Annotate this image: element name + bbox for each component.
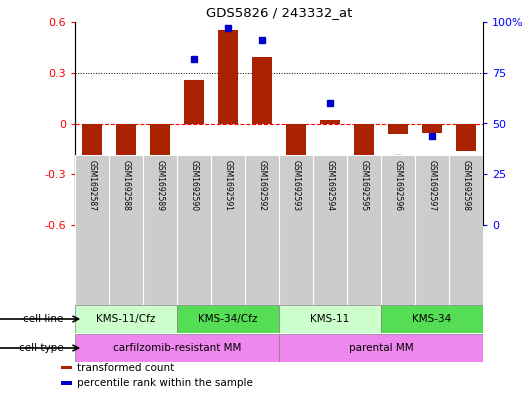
Bar	[245, 155, 279, 305]
Text: KMS-34/Cfz: KMS-34/Cfz	[198, 314, 258, 324]
Bar	[61, 381, 72, 385]
Bar	[381, 155, 415, 305]
Bar	[347, 155, 381, 305]
Bar	[422, 123, 442, 133]
Bar	[109, 155, 143, 305]
Bar	[381, 305, 483, 333]
Text: GSM1692597: GSM1692597	[427, 160, 437, 211]
Bar	[388, 123, 408, 134]
Text: cell line: cell line	[23, 314, 70, 324]
Bar	[354, 123, 374, 178]
Text: percentile rank within the sample: percentile rank within the sample	[77, 378, 253, 388]
Text: GSM1692598: GSM1692598	[461, 160, 471, 211]
Text: GSM1692594: GSM1692594	[325, 160, 335, 211]
Bar	[75, 305, 177, 333]
Bar	[313, 155, 347, 305]
Text: GSM1692589: GSM1692589	[155, 160, 165, 211]
Bar	[456, 123, 476, 151]
Bar	[143, 155, 177, 305]
Text: parental MM: parental MM	[349, 343, 413, 353]
Bar	[211, 155, 245, 305]
Title: GDS5826 / 243332_at: GDS5826 / 243332_at	[206, 6, 352, 19]
Bar	[150, 123, 170, 186]
Bar	[75, 155, 109, 305]
Bar	[116, 123, 136, 159]
Text: KMS-34: KMS-34	[412, 314, 452, 324]
Bar	[252, 57, 272, 123]
Text: cell type: cell type	[19, 343, 70, 353]
Bar	[184, 80, 204, 123]
Bar	[218, 29, 238, 123]
Bar	[177, 305, 279, 333]
Text: GSM1692591: GSM1692591	[223, 160, 233, 211]
Bar	[279, 155, 313, 305]
Bar	[75, 334, 279, 362]
Bar	[177, 155, 211, 305]
Bar	[82, 123, 102, 165]
Text: GSM1692596: GSM1692596	[393, 160, 403, 211]
Bar	[415, 155, 449, 305]
Text: carfilzomib-resistant MM: carfilzomib-resistant MM	[113, 343, 241, 353]
Bar	[449, 155, 483, 305]
Bar	[279, 334, 483, 362]
Text: KMS-11/Cfz: KMS-11/Cfz	[96, 314, 156, 324]
Text: KMS-11: KMS-11	[310, 314, 349, 324]
Text: GSM1692590: GSM1692590	[189, 160, 199, 211]
Bar	[279, 305, 381, 333]
Text: GSM1692595: GSM1692595	[359, 160, 369, 211]
Text: GSM1692592: GSM1692592	[257, 160, 267, 211]
Bar	[286, 123, 306, 182]
Text: GSM1692593: GSM1692593	[291, 160, 301, 211]
Text: transformed count: transformed count	[77, 363, 174, 373]
Bar	[320, 120, 340, 123]
Text: GSM1692588: GSM1692588	[121, 160, 131, 210]
Bar	[61, 366, 72, 369]
Text: GSM1692587: GSM1692587	[87, 160, 97, 211]
